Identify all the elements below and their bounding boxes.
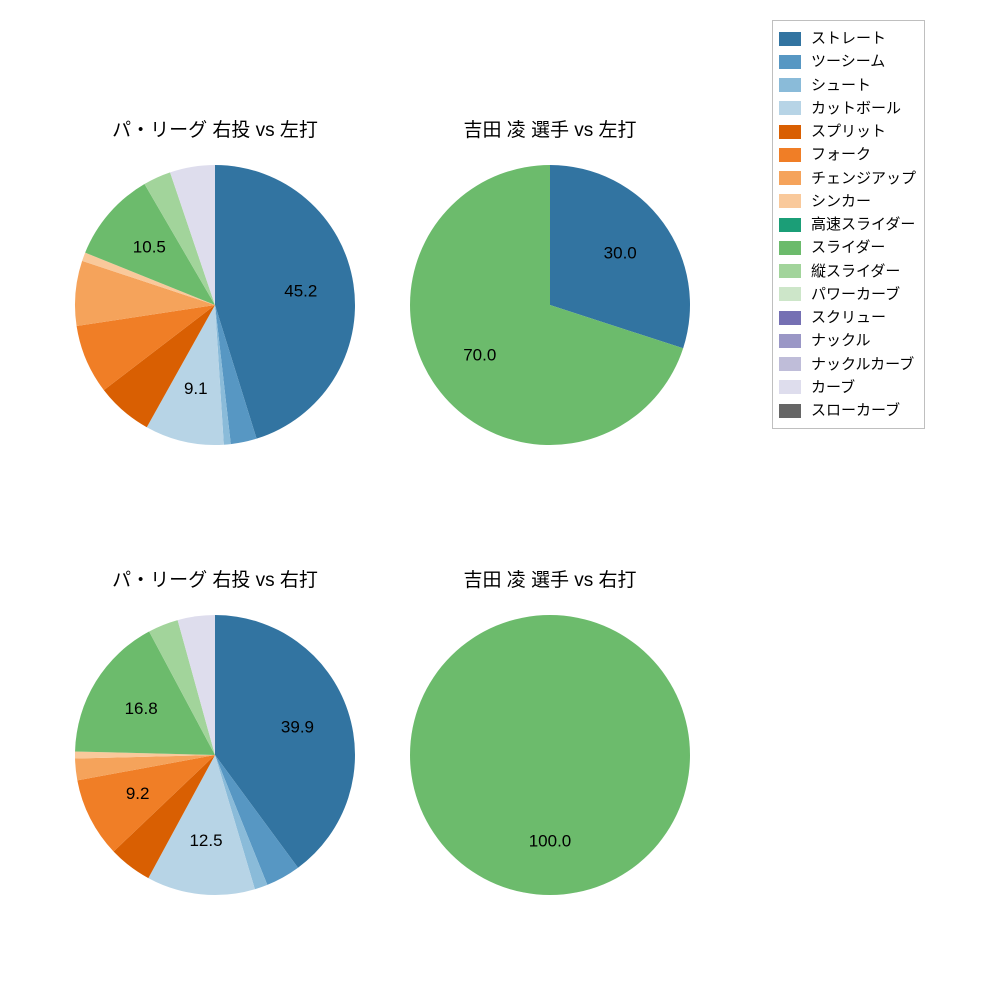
legend-item-two_seam: ツーシーム bbox=[779, 50, 916, 73]
league-rhp-vs-rhb-label-cut_ball: 12.5 bbox=[189, 831, 222, 850]
legend-label-changeup: チェンジアップ bbox=[811, 167, 916, 190]
league-rhp-vs-rhb-label-straight: 39.9 bbox=[281, 717, 314, 736]
legend-item-sinker: シンカー bbox=[779, 190, 916, 213]
legend-swatch-slider bbox=[779, 241, 801, 255]
legend-swatch-cut_ball bbox=[779, 101, 801, 115]
league-rhp-vs-rhb-label-fork: 9.2 bbox=[126, 784, 150, 803]
legend-label-screw: スクリュー bbox=[811, 306, 886, 329]
legend-swatch-straight bbox=[779, 32, 801, 46]
legend: ストレートツーシームシュートカットボールスプリットフォークチェンジアップシンカー… bbox=[772, 20, 925, 429]
legend-swatch-knuckle_curve bbox=[779, 357, 801, 371]
player-vs-lhb: 30.0 70.0 bbox=[400, 155, 700, 455]
figure: パ・リーグ 右投 vs 左打 45.2 9.1 10.5 吉田 凌 選手 vs 左打 30… bbox=[0, 0, 1000, 1000]
legend-label-split: スプリット bbox=[811, 120, 886, 143]
player-vs-rhb-label-slider: 100.0 bbox=[529, 831, 572, 850]
legend-label-vert_slider: 縦スライダー bbox=[811, 260, 900, 283]
league-rhp-vs-lhb-label-straight: 45.2 bbox=[284, 281, 317, 300]
legend-swatch-curve bbox=[779, 380, 801, 394]
legend-item-knuckle_curve: ナックルカーブ bbox=[779, 353, 916, 376]
legend-label-fast_slider: 高速スライダー bbox=[811, 213, 915, 236]
legend-label-two_seam: ツーシーム bbox=[811, 50, 885, 73]
legend-swatch-split bbox=[779, 125, 801, 139]
player-vs-rhb: 100.0 bbox=[400, 605, 700, 905]
legend-label-knuckle_curve: ナックルカーブ bbox=[811, 353, 914, 376]
legend-swatch-changeup bbox=[779, 171, 801, 185]
legend-label-straight: ストレート bbox=[811, 27, 886, 50]
legend-swatch-fork bbox=[779, 148, 801, 162]
player-vs-lhb-label-straight: 30.0 bbox=[604, 243, 637, 262]
legend-swatch-fast_slider bbox=[779, 218, 801, 232]
league-rhp-vs-rhb-title: パ・リーグ 右投 vs 右打 bbox=[112, 565, 318, 592]
legend-item-split: スプリット bbox=[779, 120, 916, 143]
legend-label-fork: フォーク bbox=[811, 143, 871, 166]
legend-label-slider: スライダー bbox=[811, 236, 885, 259]
legend-label-knuckle: ナックル bbox=[811, 329, 871, 352]
player-vs-rhb-title: 吉田 凌 選手 vs 右打 bbox=[463, 565, 636, 592]
legend-item-curve: カーブ bbox=[779, 376, 916, 399]
legend-swatch-power_curve bbox=[779, 287, 801, 301]
legend-label-curve: カーブ bbox=[811, 376, 855, 399]
legend-item-cut_ball: カットボール bbox=[779, 97, 916, 120]
legend-item-straight: ストレート bbox=[779, 27, 916, 50]
league-rhp-vs-rhb-label-slider: 16.8 bbox=[125, 699, 158, 718]
legend-item-screw: スクリュー bbox=[779, 306, 916, 329]
legend-label-slow_curve: スローカーブ bbox=[811, 399, 900, 422]
legend-label-power_curve: パワーカーブ bbox=[811, 283, 900, 306]
legend-swatch-vert_slider bbox=[779, 264, 801, 278]
legend-item-shoot: シュート bbox=[779, 74, 916, 97]
legend-swatch-slow_curve bbox=[779, 404, 801, 418]
legend-swatch-shoot bbox=[779, 78, 801, 92]
league-rhp-vs-lhb: 45.2 9.1 10.5 bbox=[65, 155, 365, 455]
league-rhp-vs-rhb: 39.9 12.5 9.2 16.8 bbox=[65, 605, 365, 905]
legend-swatch-sinker bbox=[779, 194, 801, 208]
legend-item-knuckle: ナックル bbox=[779, 329, 916, 352]
legend-item-vert_slider: 縦スライダー bbox=[779, 260, 916, 283]
league-rhp-vs-lhb-title: パ・リーグ 右投 vs 左打 bbox=[112, 115, 318, 142]
legend-label-shoot: シュート bbox=[811, 74, 871, 97]
league-rhp-vs-lhb-label-cut_ball: 9.1 bbox=[184, 379, 208, 398]
legend-item-changeup: チェンジアップ bbox=[779, 167, 916, 190]
legend-item-slider: スライダー bbox=[779, 236, 916, 259]
legend-swatch-screw bbox=[779, 311, 801, 325]
legend-label-sinker: シンカー bbox=[811, 190, 871, 213]
legend-swatch-two_seam bbox=[779, 55, 801, 69]
league-rhp-vs-lhb-label-slider: 10.5 bbox=[133, 238, 166, 257]
legend-label-cut_ball: カットボール bbox=[811, 97, 901, 120]
legend-swatch-knuckle bbox=[779, 334, 801, 348]
legend-item-slow_curve: スローカーブ bbox=[779, 399, 916, 422]
legend-item-fast_slider: 高速スライダー bbox=[779, 213, 916, 236]
player-vs-lhb-label-slider: 70.0 bbox=[463, 346, 496, 365]
player-vs-lhb-title: 吉田 凌 選手 vs 左打 bbox=[463, 115, 636, 142]
player-vs-rhb-slice-slider bbox=[410, 615, 690, 895]
legend-item-power_curve: パワーカーブ bbox=[779, 283, 916, 306]
legend-item-fork: フォーク bbox=[779, 143, 916, 166]
